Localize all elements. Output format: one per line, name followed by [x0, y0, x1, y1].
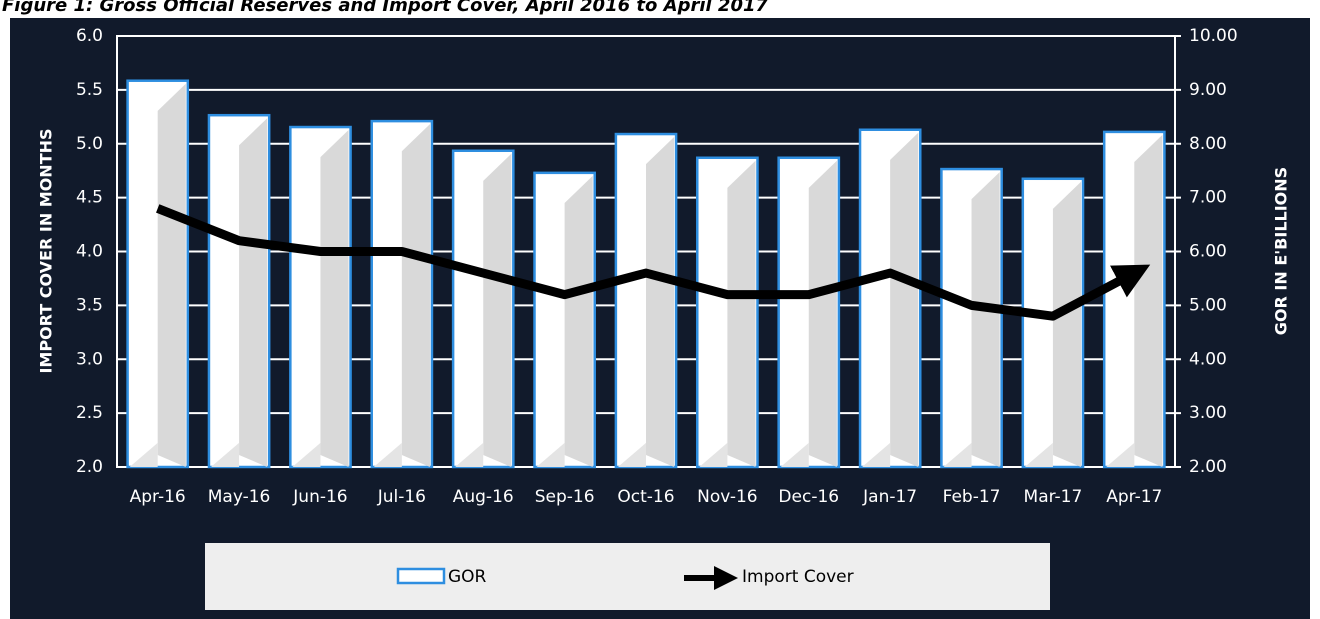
bar-shade — [646, 137, 675, 468]
bar-shade — [862, 442, 891, 467]
bar-shade — [808, 160, 837, 467]
x-tick-label: May-16 — [208, 487, 271, 507]
legend-label: Import Cover — [742, 567, 854, 587]
legend-label: GOR — [448, 567, 487, 587]
y-tick-label: 4.5 — [76, 188, 103, 208]
x-tick-label: Jun-16 — [292, 487, 347, 507]
bar-shade — [455, 442, 484, 467]
y-tick-label: 5.5 — [76, 80, 103, 100]
y2-axis-label: GOR IN E'BILLIONS — [1272, 167, 1291, 335]
y2-tick-label: 10.00 — [1189, 26, 1238, 46]
x-tick-label: Nov-16 — [697, 487, 758, 507]
x-tick-label: Apr-16 — [130, 487, 186, 507]
chart-title: Figure 1: Gross Official Reserves and Im… — [2, 0, 769, 16]
bar-shade — [373, 442, 402, 467]
bar-shade — [1134, 134, 1163, 467]
y-tick-label: 6.0 — [76, 26, 103, 46]
line — [156, 204, 1151, 321]
legend-swatch — [396, 567, 446, 585]
bar-shade — [890, 132, 919, 467]
y2-tick-label: 7.00 — [1189, 188, 1227, 208]
bar-shade — [943, 442, 972, 467]
x-tick-label: Oct-16 — [617, 487, 674, 507]
x-tick-label: Mar-17 — [1024, 487, 1083, 507]
bar-shade — [239, 118, 268, 467]
y-tick-label: 3.5 — [76, 295, 103, 315]
bar-shade — [129, 442, 158, 467]
x-tick-label: Apr-17 — [1106, 487, 1162, 507]
y2-tick-label: 8.00 — [1189, 134, 1227, 154]
x-tick-label: Sep-16 — [535, 487, 595, 507]
x-tick-label: Feb-17 — [943, 487, 1001, 507]
bar-shade — [617, 442, 646, 467]
y2-tick-label: 2.00 — [1189, 457, 1227, 477]
bar-shade — [210, 442, 240, 467]
y-tick-label: 5.0 — [76, 134, 103, 154]
bar-shade — [971, 172, 1000, 468]
y2-tick-label: 3.00 — [1189, 403, 1227, 423]
bar-shade — [1024, 442, 1053, 467]
y-axis-label: IMPORT COVER IN MONTHS — [37, 128, 56, 373]
bar-shade — [536, 442, 565, 467]
y2-tick-label: 9.00 — [1189, 80, 1227, 100]
y-tick-label: 3.0 — [76, 349, 103, 369]
legend — [205, 543, 1050, 610]
x-tick-label: Jul-16 — [377, 487, 426, 507]
y-tick-label: 2.5 — [76, 403, 103, 423]
y-tick-label: 2.0 — [76, 457, 103, 477]
y2-tick-label: 6.00 — [1189, 242, 1227, 262]
bar-shade — [401, 124, 430, 467]
bar-shade — [564, 175, 593, 467]
y2-tick-label: 4.00 — [1189, 349, 1227, 369]
y2-tick-label: 5.00 — [1189, 295, 1227, 315]
bar-shade — [320, 130, 349, 467]
x-tick-label: Aug-16 — [453, 487, 514, 507]
x-tick-label: Dec-16 — [778, 487, 839, 507]
bar-shade — [727, 160, 756, 467]
bar-shade — [157, 83, 186, 467]
bar-shade — [1106, 442, 1135, 467]
bar-shade — [292, 442, 321, 467]
y-tick-label: 4.0 — [76, 242, 103, 262]
bar-shade — [780, 442, 809, 467]
bar-shade — [699, 442, 728, 467]
bar-shade — [483, 153, 512, 467]
x-tick-label: Jan-17 — [862, 487, 917, 507]
bar-shade — [1052, 181, 1082, 468]
